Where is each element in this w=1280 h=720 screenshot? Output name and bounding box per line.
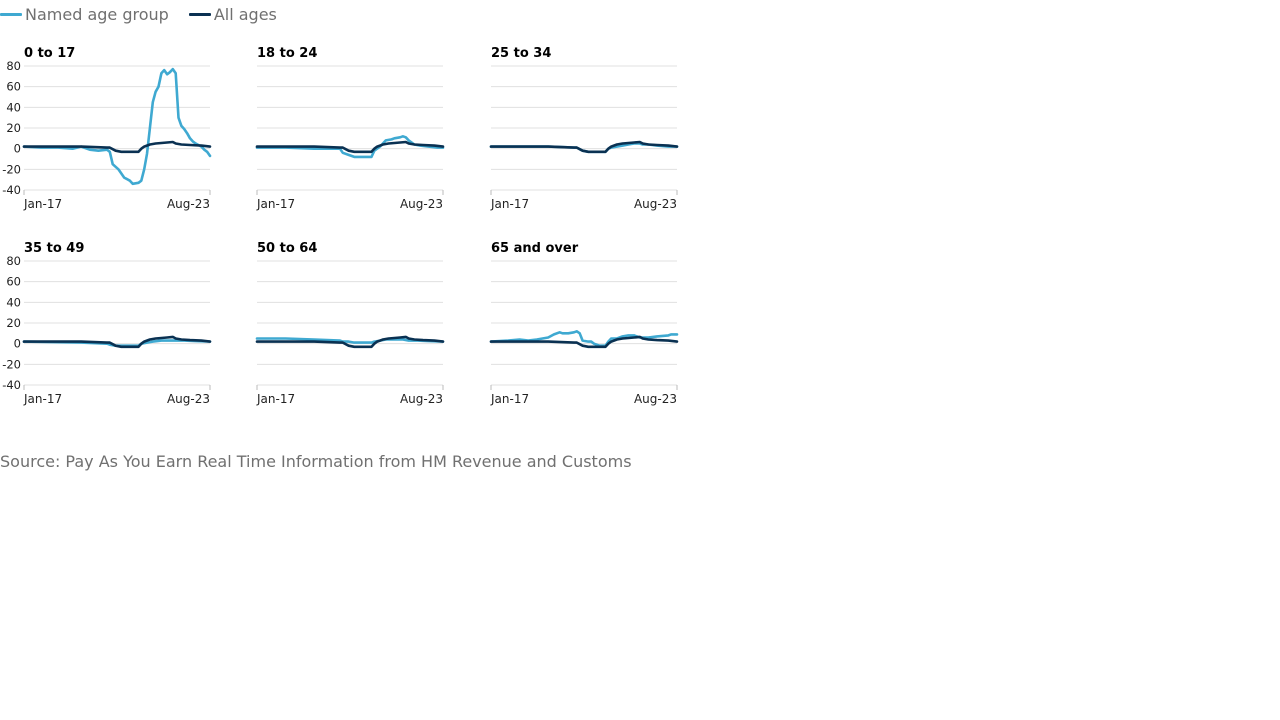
x-tick-label: Aug-23 [400,392,443,406]
series-line-named-age-group [22,67,212,186]
series-line-all-ages [489,140,679,154]
y-tick-label: -40 [2,378,21,392]
legend: Named age group All ages [0,3,297,25]
series-line-all-ages [489,335,679,349]
x-tick-label: Aug-23 [167,392,210,406]
x-tick-label: Jan-17 [490,392,529,406]
x-tick-label: Aug-23 [634,392,677,406]
x-tick-label: Jan-17 [256,197,295,211]
y-tick-label: 80 [6,59,21,73]
y-tick-label: -20 [2,162,21,176]
y-tick-label: 60 [6,275,21,289]
panel-title: 35 to 49 [24,241,84,256]
x-tick-label: Aug-23 [400,197,443,211]
y-tick-label: 40 [6,100,21,114]
x-tick-label: Aug-23 [634,197,677,211]
source-note: Source: Pay As You Earn Real Time Inform… [0,452,632,471]
series-line-named-age-group [255,337,445,344]
panel-title: 65 and over [491,241,579,256]
y-tick-label: 20 [6,121,21,135]
legend-swatch-named-age-group [0,12,22,16]
x-tick-label: Jan-17 [490,197,529,211]
panel-title: 25 to 34 [491,46,551,61]
legend-label-named-age-group: Named age group [25,4,169,24]
series-line-all-ages [255,140,445,154]
y-tick-label: 0 [14,142,21,156]
y-tick-label: 20 [6,316,21,330]
x-tick-label: Jan-17 [23,392,62,406]
panel-title: 0 to 17 [24,46,75,61]
panel-title: 18 to 24 [257,46,317,61]
y-tick-label: -20 [2,357,21,371]
legend-item-all-ages: All ages [188,4,277,24]
x-tick-label: Aug-23 [167,197,210,211]
legend-label-all-ages: All ages [213,4,277,24]
series-line-all-ages [22,335,212,349]
y-tick-label: 60 [6,80,21,94]
y-tick-label: 40 [6,295,21,309]
y-tick-label: -40 [2,183,21,197]
legend-item-named-age-group: Named age group [0,5,169,24]
series-line-all-ages [22,140,212,154]
x-tick-label: Jan-17 [256,392,295,406]
panel-title: 50 to 64 [257,241,317,256]
y-tick-label: 80 [6,254,21,268]
y-tick-label: 0 [14,337,21,351]
x-tick-label: Jan-17 [23,197,62,211]
legend-swatch-all-ages [188,12,211,16]
series-line-all-ages [255,335,445,349]
